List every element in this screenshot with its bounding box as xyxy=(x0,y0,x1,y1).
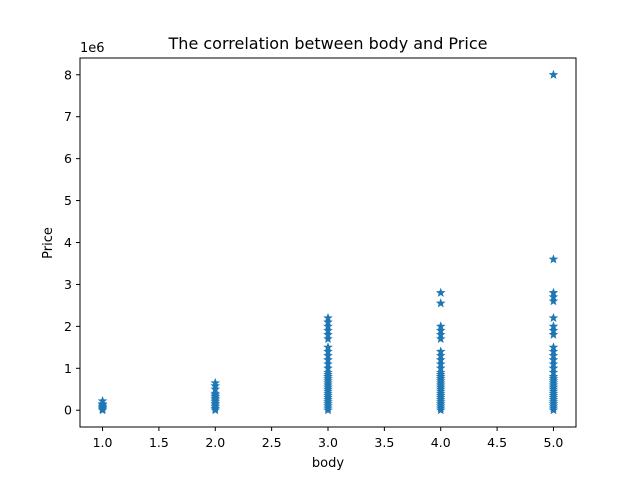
data-point xyxy=(435,325,446,335)
data-point xyxy=(323,354,333,364)
data-point xyxy=(435,359,446,369)
data-point xyxy=(548,287,559,297)
x-axis-ticks: 1.0 1.5 2.0 2.5 3.0 3.5 4.0 4.5 5.0 xyxy=(93,427,564,450)
x-tick-label: 3.0 xyxy=(318,435,338,450)
data-point xyxy=(548,342,559,352)
data-point xyxy=(435,329,446,339)
y-offset-label: 1e6 xyxy=(80,41,105,56)
data-point xyxy=(323,317,333,327)
data-point xyxy=(548,363,559,373)
y-tick-label: 6 xyxy=(64,151,72,166)
x-axis-label: body xyxy=(312,456,344,471)
data-point xyxy=(548,254,559,264)
data-point xyxy=(210,377,221,388)
data-point xyxy=(323,350,333,360)
data-point xyxy=(548,354,559,364)
data-point xyxy=(323,329,333,339)
data-point xyxy=(548,350,559,360)
data-point xyxy=(435,367,446,377)
y-tick-label: 0 xyxy=(64,403,72,418)
chart-title: The correlation between body and Price xyxy=(168,34,488,53)
data-point xyxy=(210,380,221,390)
data-point xyxy=(210,384,221,394)
data-point xyxy=(548,371,559,381)
data-point xyxy=(435,350,446,360)
x-tick-label: 4.5 xyxy=(487,435,507,450)
data-point xyxy=(210,388,221,398)
y-axis-ticks: 0 1 2 3 4 5 6 7 8 xyxy=(64,67,80,418)
data-point xyxy=(97,395,108,406)
data-point xyxy=(97,398,108,409)
data-point xyxy=(548,296,559,306)
y-tick-label: 8 xyxy=(64,67,72,82)
data-point xyxy=(435,363,446,373)
data-point xyxy=(323,359,333,369)
data-point xyxy=(323,333,333,344)
data-point xyxy=(548,325,559,335)
y-axis-label: Price xyxy=(41,227,56,259)
data-point xyxy=(435,333,446,344)
data-point xyxy=(548,291,559,302)
x-tick-label: 5.0 xyxy=(544,435,564,450)
y-tick-label: 2 xyxy=(64,319,72,334)
data-point xyxy=(435,354,446,364)
data-point xyxy=(435,321,446,331)
x-tick-label: 2.5 xyxy=(262,435,282,450)
data-point xyxy=(435,298,446,308)
data-point xyxy=(323,346,333,356)
y-tick-label: 3 xyxy=(64,277,72,292)
y-tick-label: 7 xyxy=(64,109,72,124)
x-tick-label: 4.0 xyxy=(431,435,451,450)
data-point xyxy=(548,367,559,377)
x-tick-label: 1.0 xyxy=(93,435,113,450)
x-tick-label: 2.0 xyxy=(205,435,225,450)
data-point xyxy=(548,359,559,369)
data-point xyxy=(548,321,559,331)
data-point xyxy=(323,312,333,323)
data-point xyxy=(435,287,446,297)
data-point xyxy=(323,321,333,331)
data-point xyxy=(435,346,446,356)
data-point xyxy=(323,325,333,335)
data-point xyxy=(323,342,333,352)
x-tick-label: 1.5 xyxy=(149,435,169,450)
data-point xyxy=(323,363,333,373)
data-point xyxy=(548,312,559,323)
y-tick-label: 5 xyxy=(64,193,72,208)
data-point xyxy=(548,69,559,79)
y-tick-label: 1 xyxy=(64,361,72,376)
data-point xyxy=(548,329,559,339)
data-points xyxy=(97,69,559,415)
data-point xyxy=(548,346,559,356)
data-point xyxy=(323,367,333,377)
x-tick-label: 3.5 xyxy=(374,435,394,450)
y-tick-label: 4 xyxy=(64,235,72,250)
